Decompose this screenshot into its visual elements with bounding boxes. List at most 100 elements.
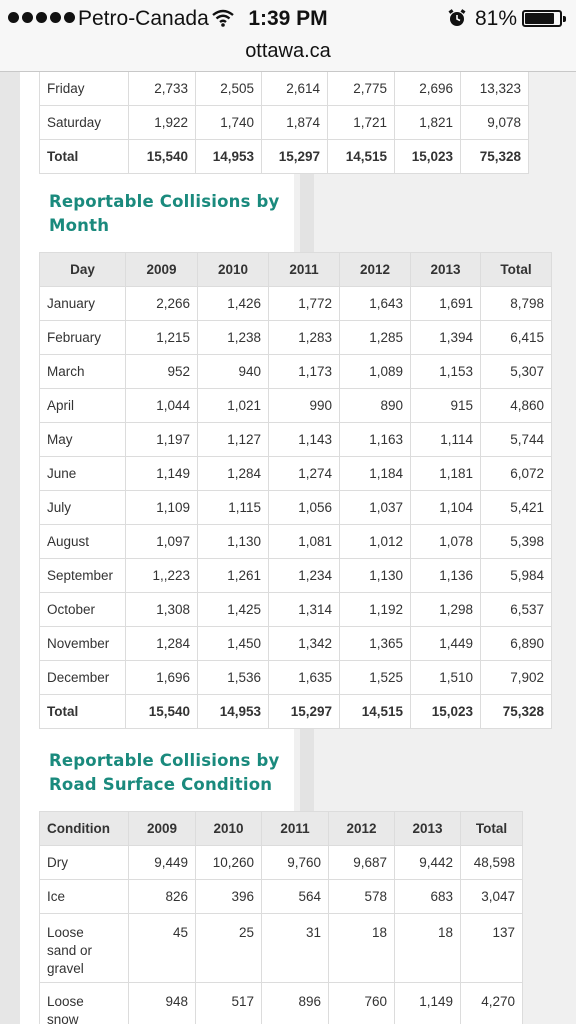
row-label-line: snow	[47, 1012, 79, 1024]
table-cell: 1,153	[410, 354, 481, 389]
table-cell: 1,721	[327, 105, 395, 140]
table-cell: 1,261	[197, 558, 269, 593]
row-label: Loose snow	[39, 982, 129, 1024]
table-cell: 1,426	[197, 286, 269, 321]
row-label-line: Loose	[47, 925, 84, 940]
table-cell: 1,012	[339, 524, 411, 559]
table-cell: 18	[394, 913, 461, 983]
table-cell: 1,197	[125, 422, 198, 457]
table-cell: 952	[125, 354, 198, 389]
table-row: December 1,696 1,536 1,635 1,525 1,510 7,902	[39, 660, 552, 695]
table-cell: 1,184	[339, 456, 411, 491]
main-content: Friday 2,733 2,505 2,614 2,775 2,696 13,…	[39, 72, 559, 1024]
table-cell: 48,598	[460, 845, 523, 880]
table-cell: 2,505	[195, 72, 262, 106]
table-cell: 1,081	[268, 524, 340, 559]
table-cell: 826	[128, 879, 196, 914]
row-label: July	[39, 490, 126, 525]
table-cell: 1,298	[410, 592, 481, 627]
table-cell: 564	[261, 879, 329, 914]
table-cell: 890	[339, 388, 411, 423]
table-cell: 517	[195, 982, 262, 1024]
table-cell: 1,173	[268, 354, 340, 389]
table-cell: 1,192	[339, 592, 411, 627]
column-header: 2009	[128, 811, 196, 846]
total-row: Total 15,540 14,953 15,297 14,515 15,023 75,32…	[39, 694, 552, 729]
table-cell: 1,130	[339, 558, 411, 593]
row-label: Dry	[39, 845, 129, 880]
table-cell: 1,696	[125, 660, 198, 695]
column-header: 2012	[339, 252, 411, 287]
table-cell: 15,023	[394, 139, 461, 174]
row-label: May	[39, 422, 126, 457]
table-cell: 5,984	[480, 558, 552, 593]
row-label: Saturday	[39, 105, 129, 140]
table-cell: 2,696	[394, 72, 461, 106]
table-row: Dry 9,449 10,260 9,760 9,687 9,442 48,598	[39, 845, 523, 880]
table-cell: 7,902	[480, 660, 552, 695]
table-cell: 15,023	[410, 694, 481, 729]
row-label-line: Dry	[47, 855, 68, 870]
table-cell: 2,775	[327, 72, 395, 106]
column-header: Day	[39, 252, 126, 287]
table-cell: 1,149	[125, 456, 198, 491]
row-label: November	[39, 626, 126, 661]
table-cell: 5,307	[480, 354, 552, 389]
table-cell: 683	[394, 879, 461, 914]
table-cell: 1,536	[197, 660, 269, 695]
wifi-icon	[212, 9, 234, 33]
alarm-clock-icon	[448, 9, 466, 33]
table-row: Loose sand or gravel 45 25 31 18 18 137	[39, 913, 523, 983]
table-cell: 1,425	[197, 592, 269, 627]
column-header: 2009	[125, 252, 198, 287]
row-label: August	[39, 524, 126, 559]
table-cell: 1,136	[410, 558, 481, 593]
table-cell: 18	[328, 913, 395, 983]
table-cell: 75,328	[480, 694, 552, 729]
row-label: Total	[39, 694, 126, 729]
table-row: April 1,044 1,021 990 890 915 4,860	[39, 388, 552, 423]
table-cell: 14,953	[197, 694, 269, 729]
row-label-line: sand or	[47, 943, 93, 958]
table-cell: 1,104	[410, 490, 481, 525]
column-header: Total	[460, 811, 523, 846]
table-cell: 1,056	[268, 490, 340, 525]
table-cell: 8,798	[480, 286, 552, 321]
row-label-line: Loose	[47, 994, 84, 1009]
table-cell: 6,072	[480, 456, 552, 491]
table-cell: 1,874	[261, 105, 328, 140]
table-row: Ice 826 396 564 578 683 3,047	[39, 879, 523, 914]
table-row: September 1,,223 1,261 1,234 1,130 1,136 5,984	[39, 558, 552, 593]
table-cell: 1,510	[410, 660, 481, 695]
table-cell: 1,365	[339, 626, 411, 661]
column-header: 2011	[261, 811, 329, 846]
row-label: Ice	[39, 879, 129, 914]
column-header: 2012	[328, 811, 395, 846]
table-cell: 45	[128, 913, 196, 983]
table-cell: 1,238	[197, 320, 269, 355]
battery-icon	[522, 10, 566, 27]
table-cell: 14,515	[327, 139, 395, 174]
table-cell: 1,115	[197, 490, 269, 525]
table-cell: 1,149	[394, 982, 461, 1024]
row-label: March	[39, 354, 126, 389]
address-bar[interactable]: ottawa.ca	[0, 36, 576, 72]
table-cell: 10,260	[195, 845, 262, 880]
table-cell: 578	[328, 879, 395, 914]
table-cell: 1,394	[410, 320, 481, 355]
battery-percentage: 81%	[475, 7, 518, 30]
row-label: October	[39, 592, 126, 627]
row-label: January	[39, 286, 126, 321]
table-cell: 1,740	[195, 105, 262, 140]
row-label: Total	[39, 139, 129, 174]
table-cell: 896	[261, 982, 329, 1024]
table-cell: 6,537	[480, 592, 552, 627]
table-cell: 1,130	[197, 524, 269, 559]
table-row: Loose snow 948 517 896 760 1,149 4,270	[39, 982, 523, 1024]
row-label: Friday	[39, 72, 129, 106]
section-heading-month: Reportable Collisions by Month	[49, 190, 559, 238]
table-cell: 31	[261, 913, 329, 983]
table-cell: 1,450	[197, 626, 269, 661]
table-cell: 915	[410, 388, 481, 423]
collisions-by-month-table: Day 2009 2010 2011 2012 2013 Total Janua…	[39, 252, 552, 729]
